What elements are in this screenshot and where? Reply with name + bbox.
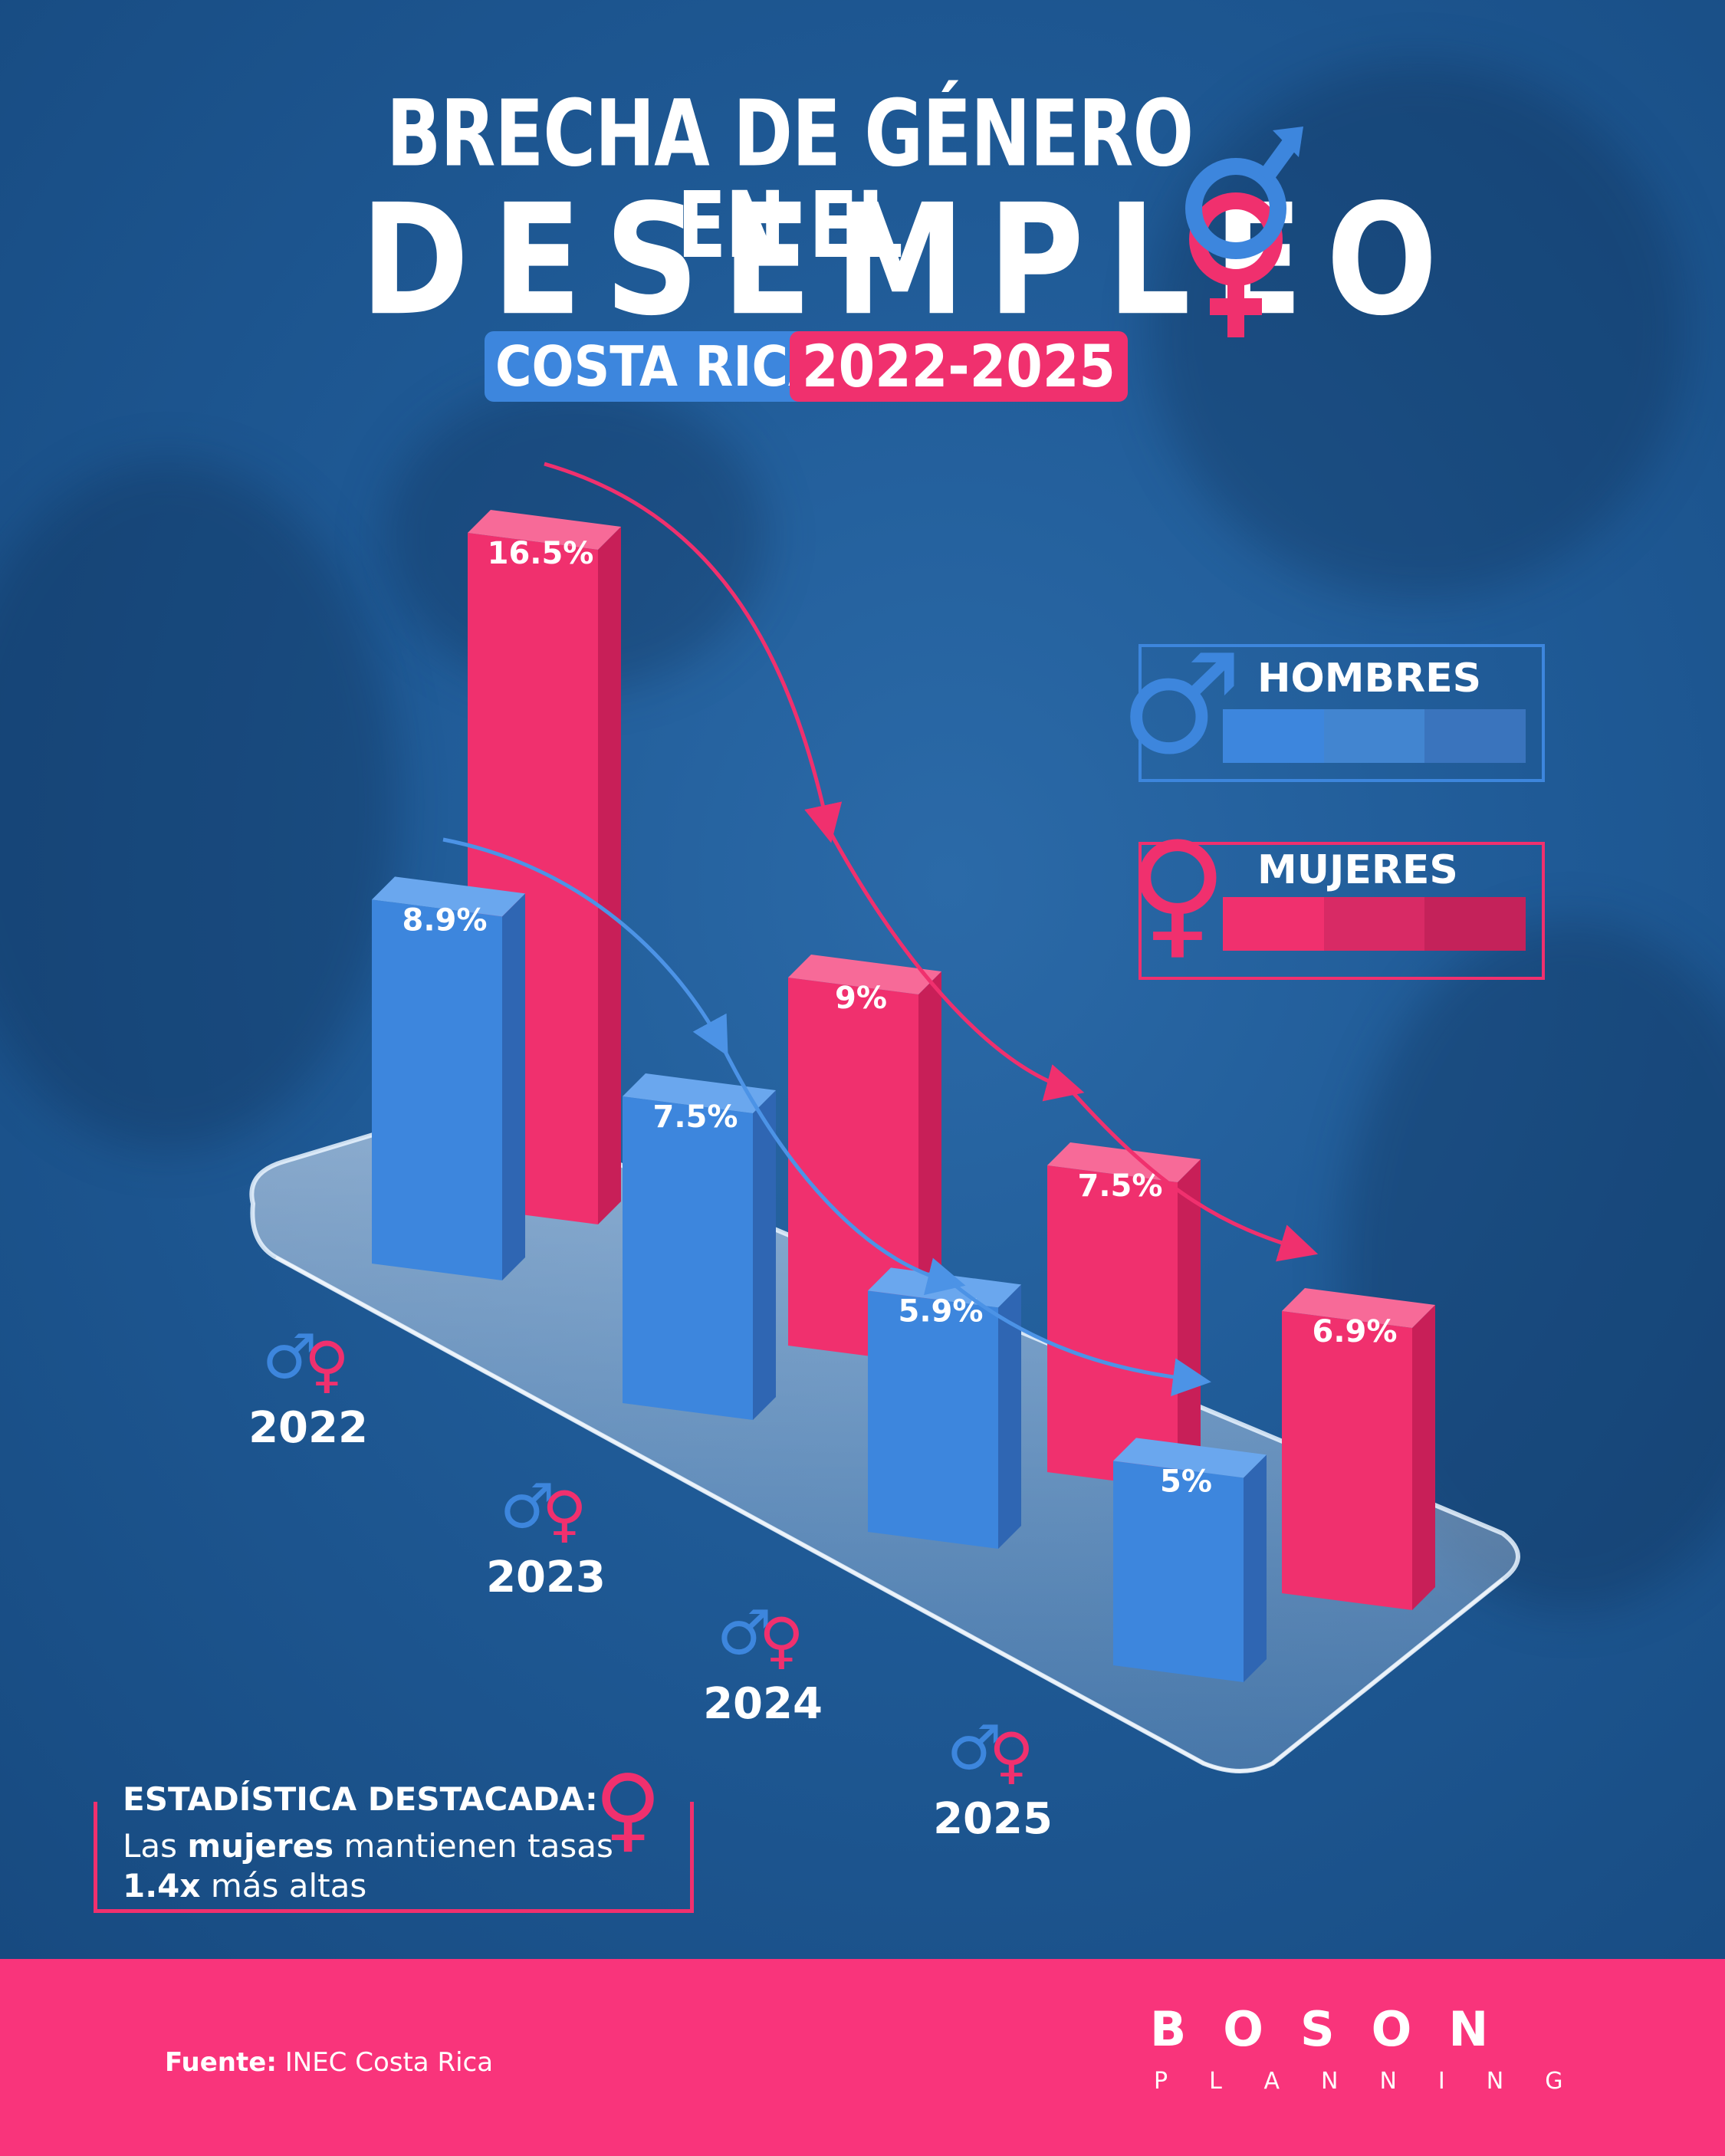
bar-men-2025: 5% bbox=[1113, 1438, 1267, 1682]
female-symbol-icon: ♀ bbox=[542, 1478, 587, 1550]
brand-subtitle: PLANNING bbox=[1154, 2068, 1605, 2095]
label-men-2023: 7.5% bbox=[653, 1099, 738, 1135]
bar-men-2024: 5.9% bbox=[868, 1267, 1021, 1549]
footer-band bbox=[0, 1959, 1725, 2156]
legend-men-box bbox=[1138, 644, 1545, 782]
year-label-2023: 2023 bbox=[486, 1553, 606, 1602]
trend-arrows bbox=[442, 462, 1319, 1397]
subtitle-country-badge: COSTA RICA bbox=[485, 331, 838, 402]
legend-women-box bbox=[1138, 842, 1545, 980]
brand-logo: BOSON bbox=[1150, 2001, 1526, 2057]
highlight-line-2: 1.4x más altas bbox=[123, 1867, 367, 1905]
label-women-2025: 6.9% bbox=[1313, 1314, 1398, 1349]
legend-men-label: HOMBRES bbox=[1257, 656, 1482, 702]
legend-men-swatch bbox=[1223, 709, 1526, 763]
female-symbol-icon: ♀ bbox=[989, 1720, 1034, 1791]
year-label-2022: 2022 bbox=[248, 1403, 368, 1453]
bar-men-2022: 8.9% bbox=[372, 876, 525, 1280]
male-symbol-icon: ♂ bbox=[1119, 625, 1244, 785]
chart-canvas: 16.5% 8.9% 9% 7.5% 7.5% 5.9% 6.9% 5% bbox=[249, 127, 1520, 1773]
label-women-2023: 9% bbox=[835, 981, 887, 1016]
female-symbol-icon: ♀ bbox=[1127, 813, 1228, 973]
bar-women-2025: 6.9% bbox=[1282, 1288, 1435, 1610]
label-men-2022: 8.9% bbox=[402, 902, 488, 938]
female-symbol-icon: ♀ bbox=[304, 1329, 350, 1400]
title-line-1: BRECHA DE GÉNERO EN EL bbox=[386, 80, 1194, 279]
year-label-2025: 2025 bbox=[933, 1794, 1053, 1844]
label-women-2022: 16.5% bbox=[488, 536, 594, 571]
bar-women-2024: 7.5% bbox=[1047, 1142, 1201, 1489]
subtitle-years-badge: 2022-2025 bbox=[790, 331, 1128, 402]
male-symbol-icon: ♂ bbox=[717, 1597, 772, 1668]
source-credit: Fuente: INEC Costa Rica bbox=[165, 2047, 494, 2078]
label-men-2025: 5% bbox=[1160, 1464, 1212, 1499]
male-symbol-icon: ♂ bbox=[947, 1712, 1002, 1783]
bar-men-2023: 7.5% bbox=[623, 1073, 776, 1420]
highlight-line-1: Las mujeres mantienen tasas bbox=[123, 1827, 613, 1865]
highlight-box bbox=[94, 1802, 694, 1913]
legend-women-label: MUJERES bbox=[1257, 847, 1458, 893]
label-women-2024: 7.5% bbox=[1078, 1168, 1163, 1204]
male-symbol-icon: ♂ bbox=[500, 1471, 555, 1542]
header-gender-icon bbox=[1185, 127, 1303, 337]
legend-women-swatch bbox=[1223, 897, 1526, 951]
female-symbol-icon: ♀ bbox=[594, 1756, 662, 1862]
highlight-title: ESTADÍSTICA DESTACADA: bbox=[123, 1780, 598, 1818]
label-men-2024: 5.9% bbox=[899, 1293, 984, 1329]
female-symbol-icon: ♀ bbox=[759, 1605, 804, 1676]
year-label-2024: 2024 bbox=[703, 1679, 823, 1729]
male-symbol-icon: ♂ bbox=[262, 1321, 317, 1392]
